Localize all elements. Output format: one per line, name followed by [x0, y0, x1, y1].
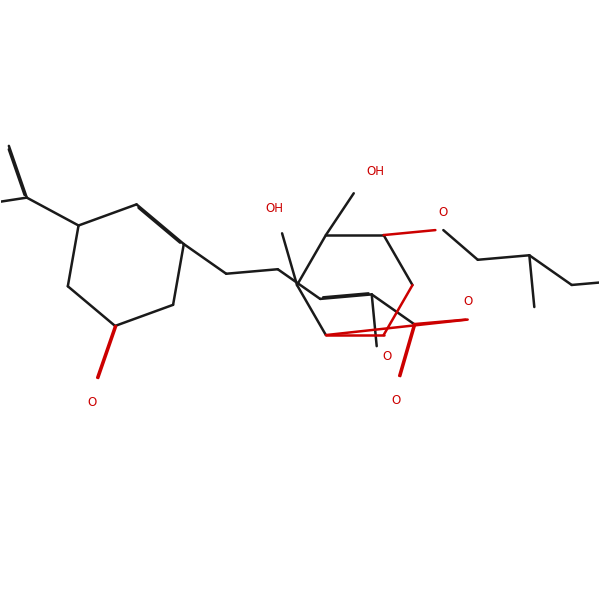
- Text: O: O: [439, 206, 448, 218]
- Text: O: O: [392, 394, 401, 407]
- Text: OH: OH: [265, 202, 283, 215]
- Text: O: O: [463, 295, 472, 308]
- Text: O: O: [88, 396, 97, 409]
- Text: O: O: [382, 350, 391, 364]
- Text: OH: OH: [367, 165, 385, 178]
